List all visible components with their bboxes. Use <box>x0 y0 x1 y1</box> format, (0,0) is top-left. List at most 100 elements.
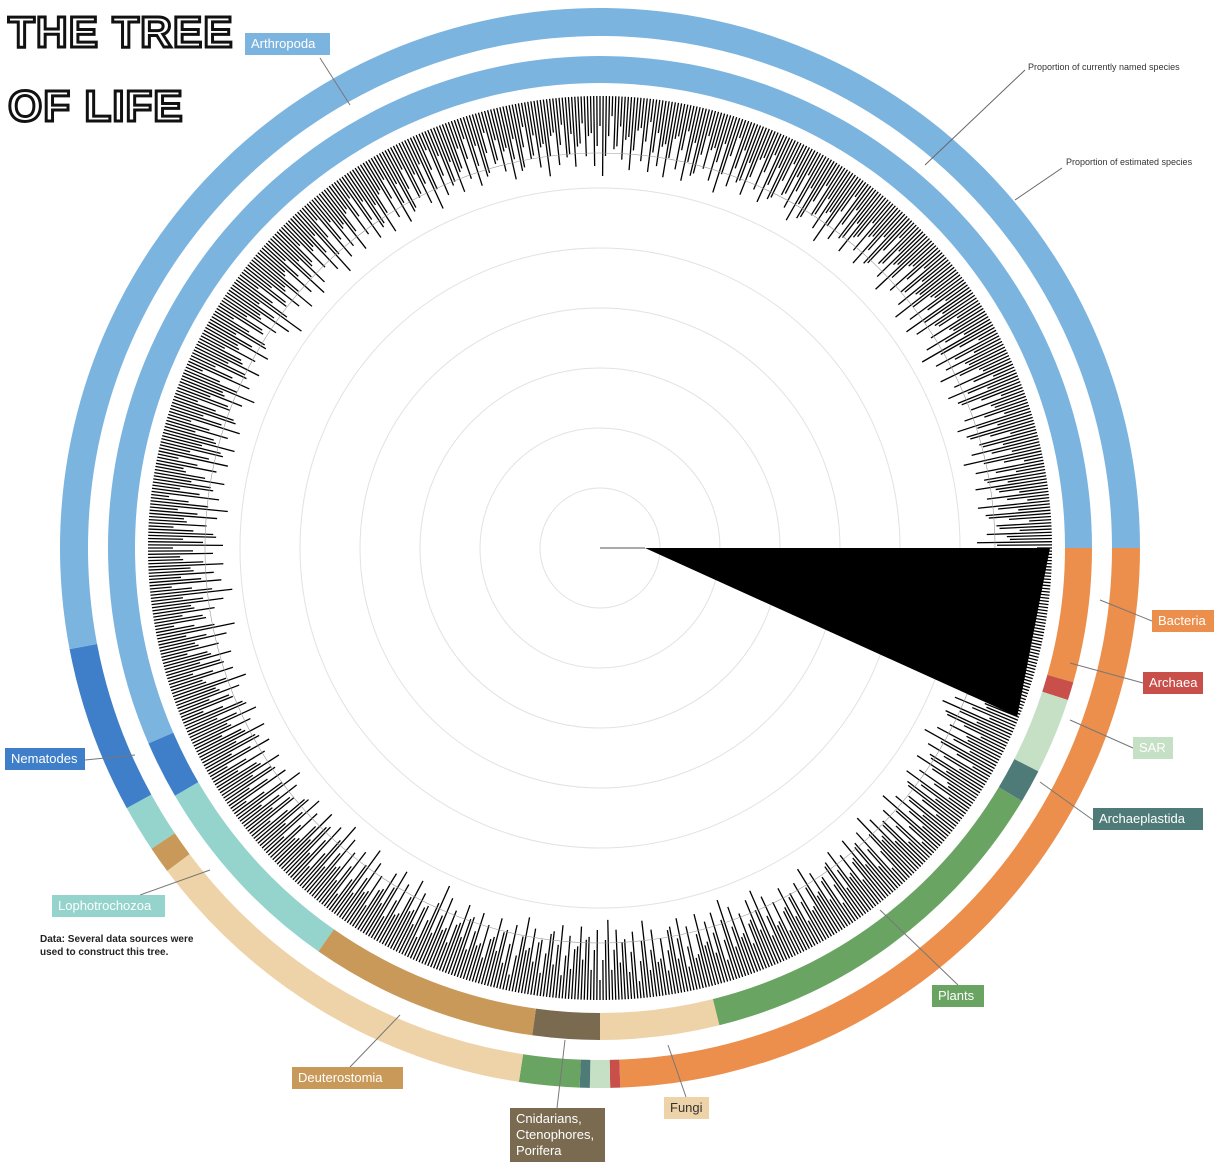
tree-branch <box>471 114 491 174</box>
group-label: Plants <box>932 985 984 1007</box>
ring-segment <box>174 782 334 952</box>
tree-branch <box>763 131 776 159</box>
tree-branch <box>898 229 922 252</box>
tree-branch <box>628 97 636 171</box>
tree-branch <box>338 178 382 238</box>
tree-branch <box>164 425 214 441</box>
tree-branch <box>868 205 896 238</box>
tree-branch <box>997 413 1032 426</box>
tree-branch <box>809 872 846 929</box>
tree-branch <box>155 624 195 634</box>
tree-branch <box>155 465 187 473</box>
tree-branch <box>150 500 209 508</box>
tree-branch <box>749 128 770 178</box>
tree-branch <box>194 346 229 365</box>
tree-branch <box>398 142 416 175</box>
tree-branch <box>574 946 579 1000</box>
tree-branch <box>907 784 959 825</box>
tree-branch <box>583 939 587 1000</box>
tree-branch <box>149 512 218 520</box>
tree-branch <box>558 97 563 125</box>
tree-branch <box>149 578 202 584</box>
tree-branch <box>945 340 1003 371</box>
tree-branch <box>940 324 994 355</box>
tree-branch <box>767 137 791 186</box>
tree-branch <box>456 949 468 978</box>
tree-branch <box>241 794 280 825</box>
tree-branch <box>344 891 365 922</box>
tree-branch <box>978 354 1010 371</box>
tree-branch <box>638 981 642 999</box>
group-label: Fungi <box>664 1097 709 1119</box>
tree-branch <box>712 116 738 193</box>
tree-branch <box>462 116 480 166</box>
tree-branch <box>365 887 395 935</box>
tree-branch <box>956 753 992 775</box>
tree-branch <box>336 892 354 916</box>
leader-line <box>1069 719 1134 749</box>
tree-branch <box>281 839 311 870</box>
tree-branch <box>842 191 879 238</box>
tree-branch <box>257 252 286 277</box>
tree-branch <box>149 579 222 587</box>
tree-branch <box>814 167 846 215</box>
tree-branch <box>235 279 288 318</box>
tree-branch <box>695 957 704 989</box>
tree-branch <box>574 96 579 147</box>
tree-branch <box>176 688 220 707</box>
tree-branch <box>908 810 945 842</box>
tree-branch <box>418 932 433 963</box>
tree-branch <box>984 702 1020 718</box>
tree-branch <box>179 381 243 407</box>
tree-branch <box>916 294 976 335</box>
tree-branch <box>930 274 961 298</box>
tree-branch <box>812 176 859 242</box>
tree-branch <box>613 949 617 1000</box>
tree-branch <box>162 434 203 447</box>
tree-branch <box>151 597 204 606</box>
tree-branch <box>219 754 280 794</box>
tree-branch <box>193 717 251 747</box>
tree-branch <box>567 97 572 135</box>
tree-branch <box>490 109 507 172</box>
tree-branch <box>409 137 444 209</box>
tree-branch <box>160 441 224 458</box>
tree-branch <box>726 959 735 980</box>
tree-branch <box>152 484 181 490</box>
ring-segment <box>126 794 175 849</box>
tree-branch <box>986 706 1019 721</box>
tree-branch <box>816 895 841 932</box>
tree-branch <box>239 274 259 290</box>
tree-branch <box>499 107 517 180</box>
tree-branch <box>759 929 776 965</box>
tree-branch <box>735 124 759 183</box>
tree-branch <box>276 826 317 865</box>
tree-branch <box>450 120 473 179</box>
tree-branch <box>829 899 849 927</box>
tree-branch <box>384 150 417 208</box>
tree-branch <box>714 113 726 149</box>
tree-branch <box>1007 475 1047 483</box>
tree-branch <box>990 392 1025 407</box>
tree-branch <box>354 167 397 232</box>
tree-branch <box>424 131 445 176</box>
leader-line <box>1069 662 1144 684</box>
tree-branch <box>208 321 253 348</box>
tree-branch <box>841 840 889 897</box>
tree-branch <box>430 927 448 968</box>
tree-branch <box>404 140 427 184</box>
tree-branch <box>687 105 695 132</box>
tree-branch <box>247 264 300 307</box>
tree-branch <box>994 395 1027 409</box>
tree-branch <box>567 968 572 999</box>
tree-branch <box>157 456 198 466</box>
tree-branch <box>940 741 994 772</box>
tree-branch <box>152 604 192 612</box>
tree-branch <box>657 961 664 996</box>
tree-branch <box>502 106 516 160</box>
tree-branch <box>263 800 320 851</box>
tree-branch <box>539 99 552 177</box>
tree-branch <box>964 343 1004 365</box>
tree-branch <box>912 271 959 308</box>
tree-branch <box>776 925 794 958</box>
